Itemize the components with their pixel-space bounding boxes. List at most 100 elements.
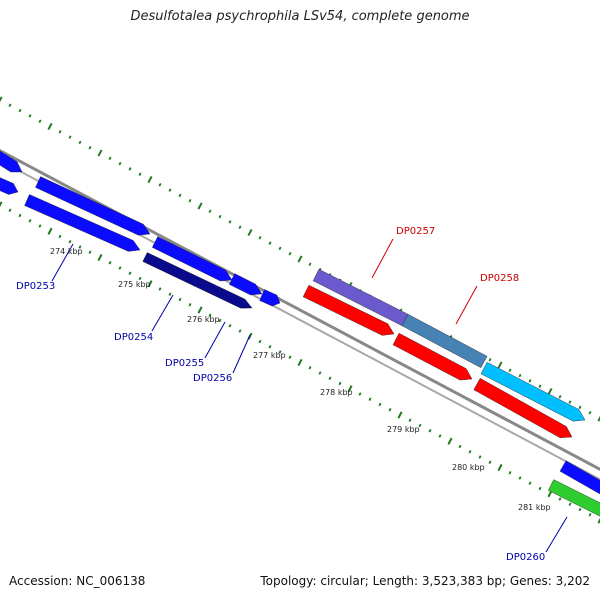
outer-tick	[0, 96, 3, 103]
inner-tick	[558, 497, 562, 501]
tick-label: 276 kbp	[187, 315, 220, 324]
inner-tick	[397, 411, 403, 419]
outer-tick-row	[0, 96, 600, 422]
gene-label[interactable]: DP0260	[506, 552, 545, 563]
inner-tick-row	[0, 201, 600, 524]
inner-tick	[528, 481, 532, 485]
gene-label[interactable]: DP0258	[480, 273, 519, 284]
outer-tick	[278, 246, 282, 251]
outer-tick	[238, 225, 242, 229]
inner-tick	[578, 507, 582, 512]
gene-feature-dp0257[interactable]	[312, 268, 409, 327]
gene-feature-dp0254[interactable]	[152, 236, 233, 282]
outer-tick	[138, 172, 142, 176]
backbone-line-outer	[0, 148, 600, 472]
outer-tick	[28, 114, 32, 118]
inner-tick	[118, 266, 122, 270]
outer-tick	[538, 384, 542, 388]
inner-tick	[178, 297, 182, 302]
outer-tick	[108, 156, 112, 161]
inner-tick	[338, 381, 342, 386]
gene-label[interactable]: DP0253	[16, 281, 55, 292]
inner-tick	[518, 476, 522, 480]
gene-feature-red[interactable]	[473, 378, 573, 439]
inner-tick	[68, 240, 72, 244]
inner-tick	[38, 224, 42, 228]
inner-tick	[497, 463, 503, 472]
label-leader-line	[232, 334, 251, 374]
gene-feature-dp0253[interactable]	[24, 194, 141, 252]
inner-tick	[347, 385, 353, 393]
outer-tick	[297, 255, 303, 263]
gene-feature-dp0256[interactable]	[259, 289, 281, 307]
inner-tick	[208, 313, 212, 317]
outer-tick	[578, 405, 582, 410]
inner-tick	[218, 318, 222, 323]
inner-tick	[288, 355, 292, 359]
gene-label[interactable]: DP0257	[396, 226, 435, 237]
outer-tick	[518, 373, 522, 378]
inner-tick	[318, 371, 322, 375]
inner-tick	[28, 219, 32, 223]
gene-label[interactable]: DP0255	[165, 358, 204, 369]
gene-feature-red[interactable]	[392, 332, 473, 381]
label-leader-line	[545, 516, 568, 553]
inner-tick	[428, 429, 432, 433]
gene-feature-blue[interactable]	[559, 460, 600, 495]
inner-tick	[147, 280, 153, 288]
inner-tick	[538, 486, 542, 491]
inner-tick	[328, 376, 332, 380]
outer-tick	[488, 357, 492, 362]
outer-tick	[68, 135, 72, 139]
inner-tick	[468, 450, 472, 454]
outer-tick	[568, 400, 572, 404]
tick-label: 279 kbp	[387, 425, 420, 434]
inner-tick	[18, 213, 22, 218]
gene-feature-blue[interactable]	[35, 176, 151, 236]
tick-label: 281 kbp	[518, 503, 551, 512]
outer-tick	[588, 410, 592, 415]
gene-feature-dp0255[interactable]	[142, 252, 253, 309]
outer-tick	[288, 251, 292, 256]
outer-tick	[558, 395, 562, 399]
inner-tick	[258, 339, 262, 344]
genome-stats-label: Topology: circular; Length: 3,523,383 bp…	[260, 574, 590, 588]
outer-tick	[268, 241, 272, 245]
inner-tick	[78, 245, 82, 249]
inner-tick	[368, 397, 372, 401]
label-leader-line	[151, 294, 174, 332]
gene-feature-blue[interactable]	[0, 177, 19, 195]
inner-tick	[358, 392, 362, 396]
outer-tick	[18, 108, 22, 113]
outer-tick	[97, 149, 103, 157]
inner-tick	[268, 345, 272, 349]
outer-tick	[228, 220, 232, 224]
inner-tick	[128, 271, 132, 275]
gene-feature-dp0258[interactable]	[401, 314, 488, 368]
outer-tick	[118, 161, 122, 166]
outer-tick	[188, 198, 192, 203]
accession-label: Accession: NC_006138	[9, 574, 146, 588]
inner-tick	[88, 250, 92, 254]
inner-tick	[97, 253, 103, 262]
gene-feature-blue[interactable]	[0, 150, 23, 173]
inner-tick	[378, 402, 382, 407]
outer-tick	[508, 368, 512, 373]
gene-label[interactable]: DP0254	[114, 332, 153, 343]
outer-tick	[178, 193, 182, 198]
label-leader-line	[455, 285, 478, 325]
tick-label: 278 kbp	[320, 388, 353, 397]
outer-tick	[197, 202, 203, 210]
outer-tick	[88, 145, 92, 150]
outer-tick	[308, 262, 312, 267]
outer-tick	[247, 228, 253, 237]
outer-tick	[497, 361, 503, 369]
gene-label[interactable]: DP0256	[193, 373, 232, 384]
inner-tick	[508, 471, 512, 475]
inner-tick	[568, 502, 572, 506]
gene-feature-blue[interactable]	[229, 273, 263, 296]
gene-feature-light-blue[interactable]	[480, 361, 586, 422]
gene-feature-dp0260[interactable]	[548, 479, 600, 518]
gene-feature-red[interactable]	[302, 284, 395, 336]
